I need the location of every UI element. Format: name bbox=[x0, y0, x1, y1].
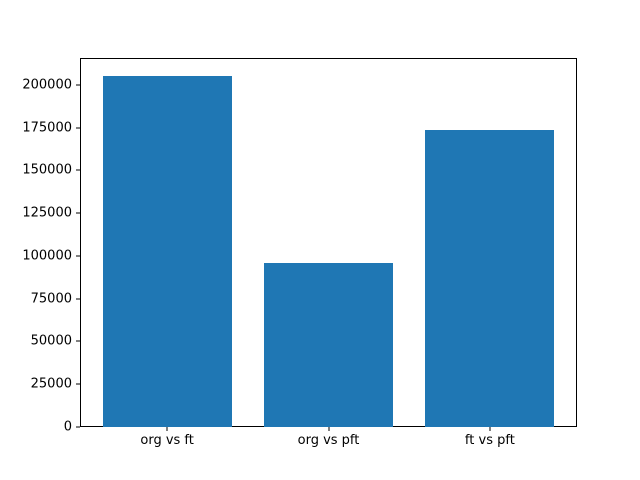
y-tick-mark bbox=[76, 340, 80, 342]
y-tick-label: 200000 bbox=[22, 77, 72, 93]
y-tick-label: 100000 bbox=[22, 248, 72, 264]
y-tick-label: 175000 bbox=[22, 120, 72, 136]
y-tick-mark bbox=[76, 298, 80, 300]
plot-area: org vs ft org vs pft ft vs pft 0 25000 50000 7… bbox=[22, 58, 577, 448]
x-tick-mark bbox=[166, 427, 168, 431]
y-tick-mark bbox=[76, 255, 80, 257]
x-tick-label: ft vs pft bbox=[464, 433, 515, 448]
x-tick-mark bbox=[489, 427, 491, 431]
y-tick-mark bbox=[76, 84, 80, 86]
y-tick-label: 0 bbox=[63, 419, 72, 435]
y-tick-mark bbox=[76, 383, 80, 385]
y-tick-mark bbox=[76, 212, 80, 214]
y-tick-label: 125000 bbox=[22, 205, 72, 221]
y-tick-mark bbox=[76, 127, 80, 129]
y-tick-mark bbox=[76, 169, 80, 171]
bar-ft-vs-pft bbox=[425, 130, 555, 427]
y-tick-label: 25000 bbox=[30, 376, 72, 392]
y-tick-label: 50000 bbox=[30, 333, 72, 349]
bar-org-vs-pft bbox=[263, 263, 394, 427]
x-tick-label: org vs pft bbox=[297, 433, 360, 448]
y-tick-mark bbox=[76, 426, 80, 428]
y-tick-label: 75000 bbox=[30, 291, 72, 307]
bar-org-vs-ft bbox=[102, 75, 232, 427]
x-tick-label: org vs ft bbox=[140, 433, 194, 448]
x-tick-mark bbox=[328, 427, 329, 431]
y-tick-label: 150000 bbox=[22, 162, 72, 178]
